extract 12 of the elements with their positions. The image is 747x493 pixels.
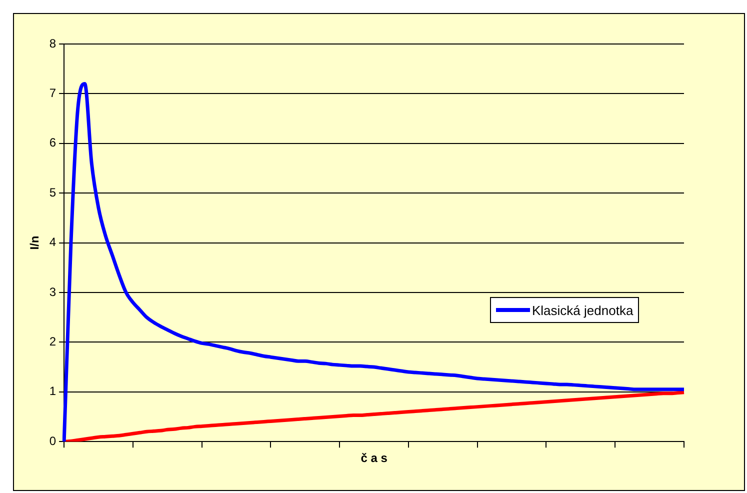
y-axis-title: I/n bbox=[28, 236, 42, 250]
y-tick-label: 1 bbox=[49, 384, 56, 398]
x-axis-title: č a s bbox=[360, 451, 388, 466]
y-tick-label: 8 bbox=[49, 36, 56, 50]
y-tick-label: 2 bbox=[49, 334, 56, 349]
y-tick-label: 5 bbox=[49, 185, 56, 200]
y-tick-label: 3 bbox=[49, 284, 56, 299]
y-tick-label: 0 bbox=[49, 434, 56, 448]
y-tick-label: 7 bbox=[49, 86, 56, 100]
y-tick-label: 4 bbox=[49, 235, 56, 250]
legend-label: Klasická jednotka bbox=[532, 302, 634, 318]
y-tick-label: 6 bbox=[49, 136, 56, 150]
